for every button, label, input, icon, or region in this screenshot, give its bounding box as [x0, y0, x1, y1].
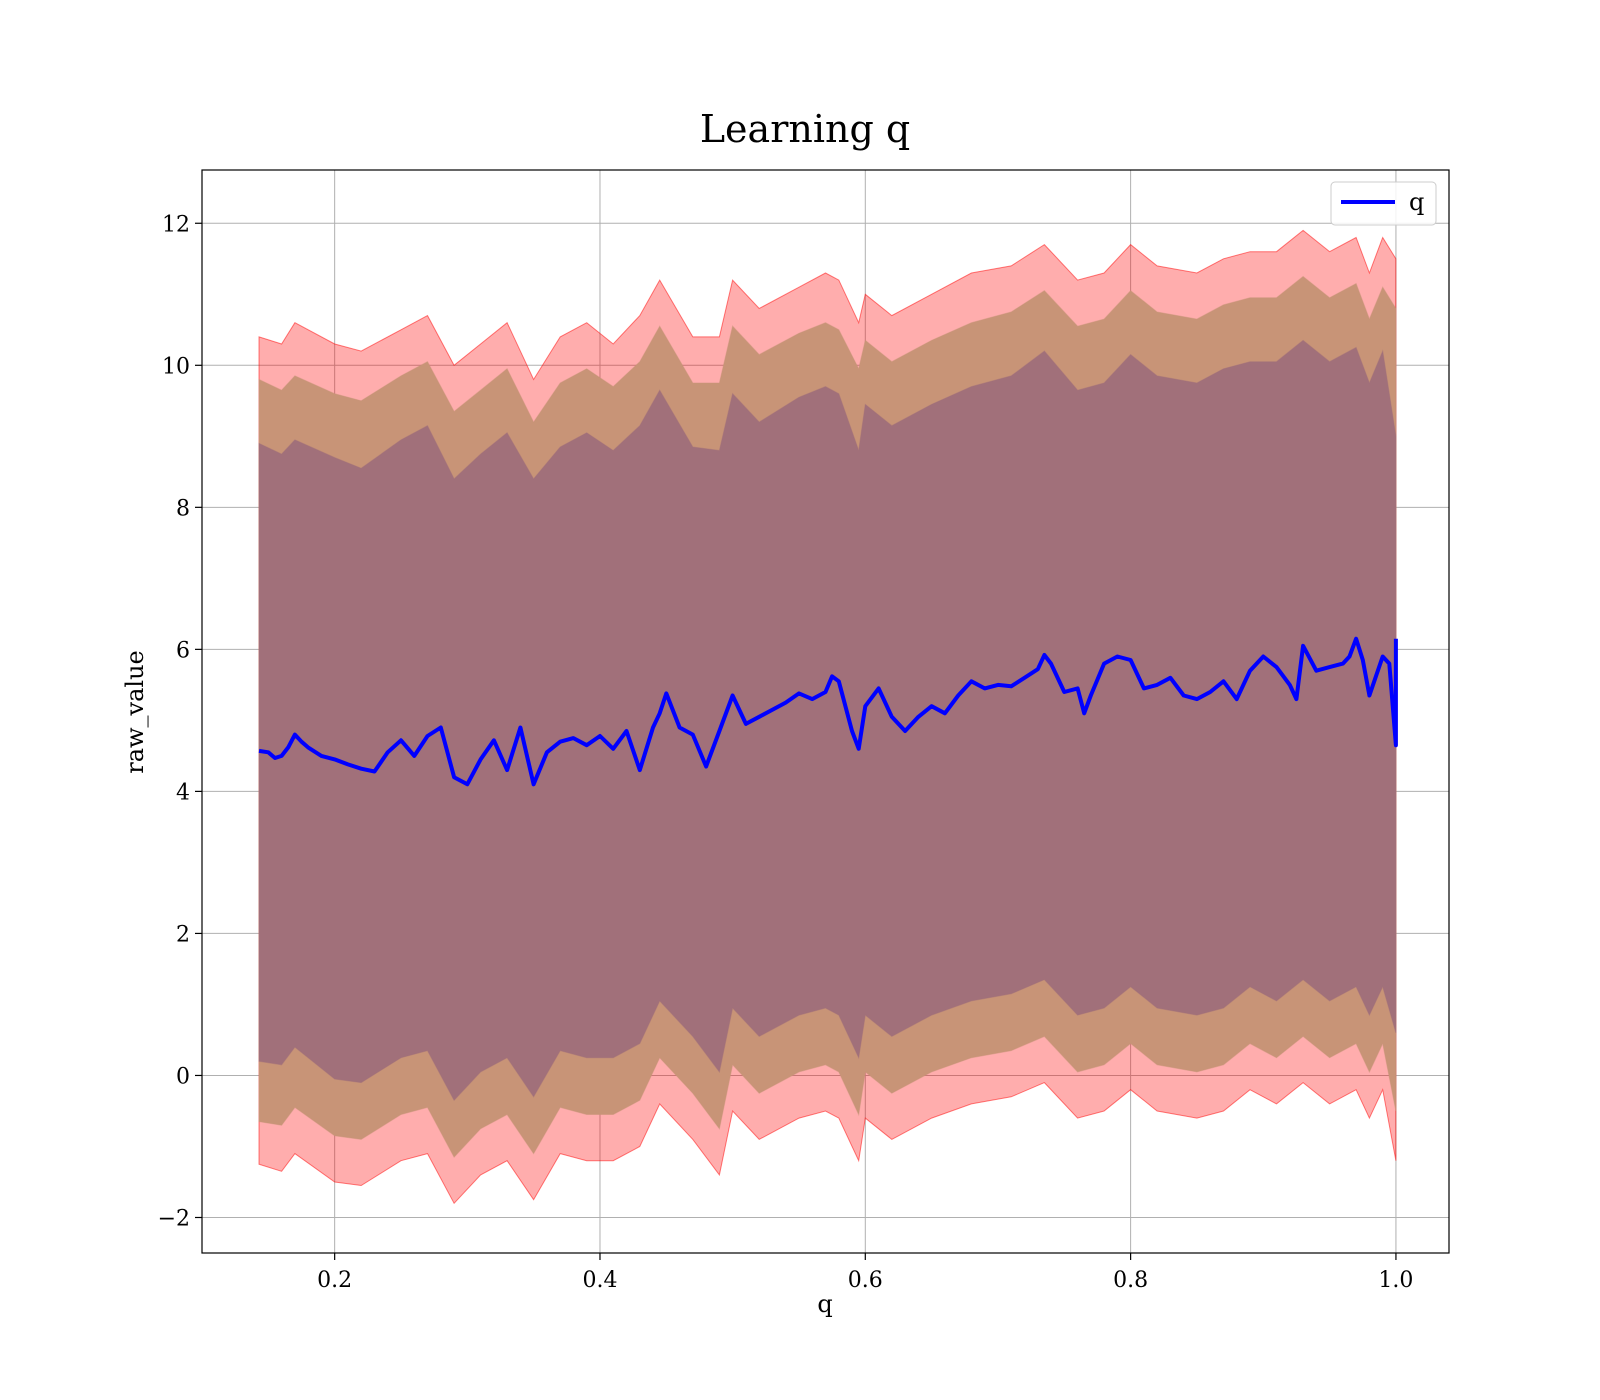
- series-line-0: [258, 636, 1398, 787]
- series-lines: [258, 636, 1398, 787]
- legend: q: [1330, 181, 1437, 226]
- y-tick-label-7: 12: [162, 212, 190, 237]
- x-tick-label-2: 0.6: [848, 1268, 883, 1293]
- x-axis-label: q: [817, 1290, 832, 1318]
- y-tick-label-3: 4: [176, 780, 190, 805]
- band-2: [258, 339, 1397, 1102]
- y-tick-label-6: 10: [162, 354, 190, 379]
- y-tick-label-5: 8: [176, 496, 190, 521]
- x-tick-label-3: 0.8: [1113, 1268, 1148, 1293]
- y-tick-label-0: −2: [158, 1206, 190, 1231]
- x-tick-label-1: 0.4: [582, 1268, 617, 1293]
- y-ticks: −2 0 2 4 6 8 10 12: [158, 212, 202, 1231]
- y-tick-label-2: 2: [176, 922, 190, 947]
- x-tick-label-4: 1.0: [1378, 1268, 1413, 1293]
- chart-title: Learning q: [700, 107, 910, 151]
- plot-frame: [201, 169, 1450, 1254]
- x-ticks: 0.2 0.4 0.6 0.8 1.0: [317, 1253, 1413, 1293]
- legend-label: q: [1409, 188, 1424, 216]
- y-tick-label-1: 0: [176, 1064, 190, 1089]
- bands: [258, 229, 1397, 1205]
- x-tick-label-0: 0.2: [317, 1268, 352, 1293]
- y-axis-label: raw_value: [121, 650, 149, 774]
- y-tick-label-4: 6: [176, 638, 190, 663]
